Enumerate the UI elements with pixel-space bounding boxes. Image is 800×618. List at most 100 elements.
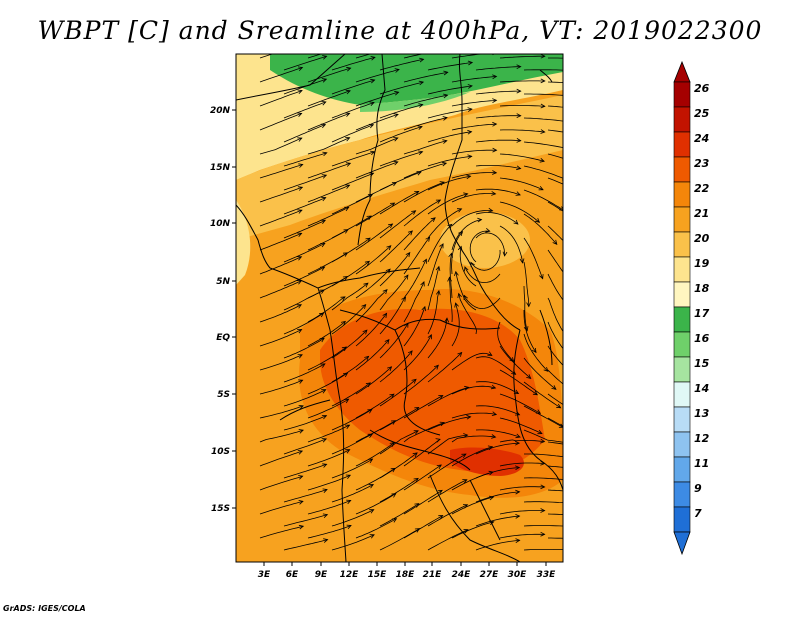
lat-label-5s: 5S bbox=[217, 390, 230, 400]
streamline-arrow bbox=[516, 138, 522, 143]
streamline-arrow bbox=[502, 251, 508, 257]
streamline bbox=[451, 496, 494, 515]
streamline-arrow bbox=[394, 90, 400, 96]
streamline-arrow bbox=[412, 452, 418, 458]
streamline bbox=[355, 91, 399, 107]
streamline bbox=[524, 93, 563, 96]
streamline bbox=[524, 453, 563, 458]
streamline-arrow bbox=[297, 137, 303, 142]
streamline bbox=[427, 529, 469, 551]
streamline-arrow bbox=[341, 346, 347, 352]
streamline bbox=[523, 381, 561, 409]
streamline bbox=[403, 365, 439, 395]
streamline-arrow bbox=[540, 54, 546, 59]
streamline-arrow bbox=[321, 415, 328, 420]
grads-credit: GrADS: IGES/COLA bbox=[3, 604, 86, 613]
streamline-arrow bbox=[584, 193, 589, 197]
streamline-arrow bbox=[467, 84, 473, 89]
streamline-arrow bbox=[462, 504, 469, 509]
streamline-arrow bbox=[389, 202, 396, 208]
streamline bbox=[403, 490, 443, 515]
streamline bbox=[475, 539, 520, 551]
colorbar-label: 25 bbox=[694, 107, 710, 120]
streamline bbox=[427, 266, 440, 311]
streamline bbox=[283, 152, 327, 167]
streamline-arrow bbox=[565, 501, 569, 505]
streamline-arrow bbox=[345, 137, 351, 142]
streamline-arrow bbox=[340, 296, 346, 301]
colorbar-label: 7 bbox=[694, 507, 702, 520]
streamline-arrow bbox=[342, 276, 349, 281]
streamline-arrow bbox=[435, 438, 441, 443]
streamline bbox=[283, 539, 328, 551]
colorbar-label: 13 bbox=[694, 407, 710, 420]
streamline-arrow bbox=[345, 162, 352, 167]
streamline bbox=[427, 453, 467, 479]
streamline-arrow bbox=[589, 537, 593, 541]
wbpt-field-23 bbox=[320, 308, 545, 472]
colorbar-label: 23 bbox=[694, 157, 710, 170]
streamline-arrow bbox=[457, 292, 462, 298]
streamline bbox=[355, 223, 393, 251]
colorbar-swatch bbox=[673, 131, 691, 158]
lat-label-10s: 10S bbox=[211, 447, 230, 457]
streamline bbox=[283, 514, 328, 527]
streamline bbox=[379, 323, 409, 359]
streamline-arrow bbox=[565, 94, 569, 98]
streamline-arrow bbox=[364, 355, 370, 361]
streamline-arrow bbox=[403, 274, 409, 280]
streamline-arrow bbox=[435, 289, 441, 296]
streamline bbox=[259, 54, 274, 59]
colorbar-label: 18 bbox=[694, 282, 710, 295]
streamline bbox=[572, 406, 611, 428]
streamline-arrow bbox=[297, 209, 303, 214]
streamline-arrow bbox=[516, 64, 522, 70]
streamline-arrow bbox=[297, 354, 303, 359]
lon-label-30e: 30E bbox=[508, 570, 528, 580]
streamline-arrow bbox=[532, 390, 539, 396]
wbpt-field-19-west bbox=[236, 200, 251, 285]
streamline bbox=[403, 438, 441, 467]
streamline bbox=[355, 268, 391, 299]
streamline bbox=[259, 405, 304, 419]
streamline-arrow bbox=[556, 403, 562, 409]
streamline bbox=[283, 337, 325, 359]
streamline-arrow bbox=[382, 289, 388, 295]
streamline-arrow bbox=[467, 154, 473, 160]
streamline bbox=[403, 464, 442, 491]
streamline-arrow bbox=[321, 389, 327, 394]
streamline-arrow bbox=[588, 445, 592, 449]
lon-label-21e: 21E bbox=[423, 570, 443, 580]
colorbar-swatch bbox=[673, 481, 691, 508]
streamline-arrow bbox=[535, 218, 541, 223]
streamline-arrow bbox=[387, 366, 393, 372]
streamline bbox=[259, 280, 302, 299]
streamline-arrow bbox=[422, 258, 427, 264]
streamline bbox=[451, 521, 494, 539]
lon-label-6e: 6E bbox=[286, 570, 299, 580]
streamline bbox=[403, 117, 448, 131]
streamline-arrow bbox=[320, 219, 327, 225]
streamline bbox=[499, 153, 545, 162]
streamline bbox=[499, 129, 545, 133]
streamline bbox=[497, 321, 514, 362]
streamline bbox=[259, 429, 304, 443]
streamline bbox=[427, 434, 468, 455]
colorbar-swatch bbox=[673, 506, 691, 533]
streamline-arrow bbox=[454, 302, 459, 308]
streamline bbox=[283, 289, 325, 311]
streamline bbox=[499, 462, 545, 467]
streamline-arrow bbox=[487, 351, 493, 356]
colorbar-label: 19 bbox=[694, 257, 710, 270]
streamline bbox=[427, 290, 440, 335]
colorbar-label: 26 bbox=[694, 82, 710, 95]
streamline-arrow bbox=[401, 296, 407, 302]
streamline-arrow bbox=[613, 477, 617, 481]
streamline-arrow bbox=[320, 266, 326, 271]
streamline bbox=[283, 124, 326, 143]
streamline bbox=[379, 407, 419, 431]
streamline bbox=[475, 212, 519, 225]
streamline bbox=[499, 225, 523, 263]
streamline bbox=[283, 312, 324, 335]
chart-title: WBPT [C] and Sreamline at 400hPa, VT: 20… bbox=[37, 16, 763, 45]
